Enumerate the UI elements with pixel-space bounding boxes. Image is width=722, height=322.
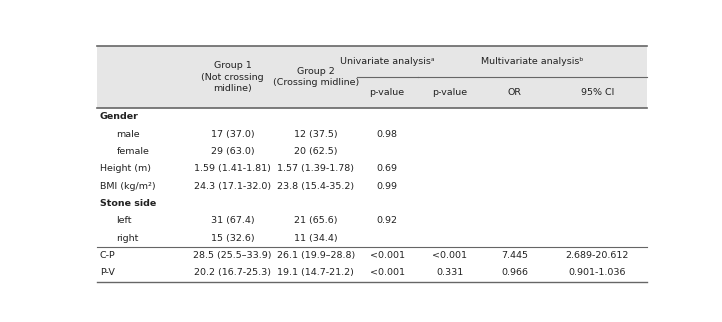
Text: Stone side: Stone side bbox=[100, 199, 156, 208]
Text: 17 (37.0): 17 (37.0) bbox=[211, 129, 254, 138]
Text: 0.901-1.036: 0.901-1.036 bbox=[569, 269, 626, 278]
Bar bbox=[97, 46, 647, 108]
Text: 23.8 (15.4-35.2): 23.8 (15.4-35.2) bbox=[277, 182, 355, 191]
Text: BMI (kg/m²): BMI (kg/m²) bbox=[100, 182, 155, 191]
Text: 19.1 (14.7-21.2): 19.1 (14.7-21.2) bbox=[277, 269, 355, 278]
Bar bbox=[97, 143, 647, 160]
Bar bbox=[97, 125, 647, 143]
Text: 29 (63.0): 29 (63.0) bbox=[211, 147, 254, 156]
Text: Group 1
(Not crossing
midline): Group 1 (Not crossing midline) bbox=[201, 61, 264, 93]
Text: 95% CI: 95% CI bbox=[580, 88, 614, 97]
Text: p-value: p-value bbox=[432, 88, 467, 97]
Bar bbox=[97, 195, 647, 212]
Text: <0.001: <0.001 bbox=[370, 269, 404, 278]
Bar bbox=[97, 247, 647, 264]
Text: 0.331: 0.331 bbox=[436, 269, 464, 278]
Bar bbox=[97, 212, 647, 230]
Text: <0.001: <0.001 bbox=[432, 251, 467, 260]
Text: 0.98: 0.98 bbox=[377, 129, 398, 138]
Text: 24.3 (17.1-32.0): 24.3 (17.1-32.0) bbox=[193, 182, 271, 191]
Text: Univariate analysisᵃ: Univariate analysisᵃ bbox=[340, 57, 435, 66]
Text: 0.69: 0.69 bbox=[377, 164, 398, 173]
Text: OR: OR bbox=[508, 88, 522, 97]
Text: Height (m): Height (m) bbox=[100, 164, 151, 173]
Text: 12 (37.5): 12 (37.5) bbox=[294, 129, 338, 138]
Text: p-value: p-value bbox=[370, 88, 404, 97]
Text: 20 (62.5): 20 (62.5) bbox=[294, 147, 337, 156]
Text: 2.689-20.612: 2.689-20.612 bbox=[566, 251, 629, 260]
Text: 0.966: 0.966 bbox=[502, 269, 529, 278]
Text: 7.445: 7.445 bbox=[502, 251, 529, 260]
Bar bbox=[97, 230, 647, 247]
Text: P-V: P-V bbox=[100, 269, 115, 278]
Text: 11 (34.4): 11 (34.4) bbox=[294, 234, 338, 243]
Text: 1.57 (1.39-1.78): 1.57 (1.39-1.78) bbox=[277, 164, 355, 173]
Text: 0.92: 0.92 bbox=[377, 216, 398, 225]
Text: C-P: C-P bbox=[100, 251, 116, 260]
Text: Group 2
(Crossing midline): Group 2 (Crossing midline) bbox=[273, 67, 359, 87]
Text: Multivariate analysisᵇ: Multivariate analysisᵇ bbox=[481, 57, 583, 66]
Text: 31 (67.4): 31 (67.4) bbox=[211, 216, 254, 225]
Text: <0.001: <0.001 bbox=[370, 251, 404, 260]
Bar bbox=[97, 108, 647, 125]
Text: right: right bbox=[116, 234, 139, 243]
Text: 28.5 (25.5–33.9): 28.5 (25.5–33.9) bbox=[193, 251, 271, 260]
Text: female: female bbox=[116, 147, 149, 156]
Bar bbox=[97, 160, 647, 177]
Text: 21 (65.6): 21 (65.6) bbox=[294, 216, 337, 225]
Bar bbox=[97, 177, 647, 195]
Text: left: left bbox=[116, 216, 132, 225]
Text: Gender: Gender bbox=[100, 112, 139, 121]
Text: male: male bbox=[116, 129, 140, 138]
Bar bbox=[97, 264, 647, 282]
Text: 0.99: 0.99 bbox=[377, 182, 398, 191]
Text: 1.59 (1.41-1.81): 1.59 (1.41-1.81) bbox=[194, 164, 271, 173]
Text: 20.2 (16.7-25.3): 20.2 (16.7-25.3) bbox=[194, 269, 271, 278]
Text: 15 (32.6): 15 (32.6) bbox=[211, 234, 254, 243]
Text: 26.1 (19.9–28.8): 26.1 (19.9–28.8) bbox=[277, 251, 355, 260]
